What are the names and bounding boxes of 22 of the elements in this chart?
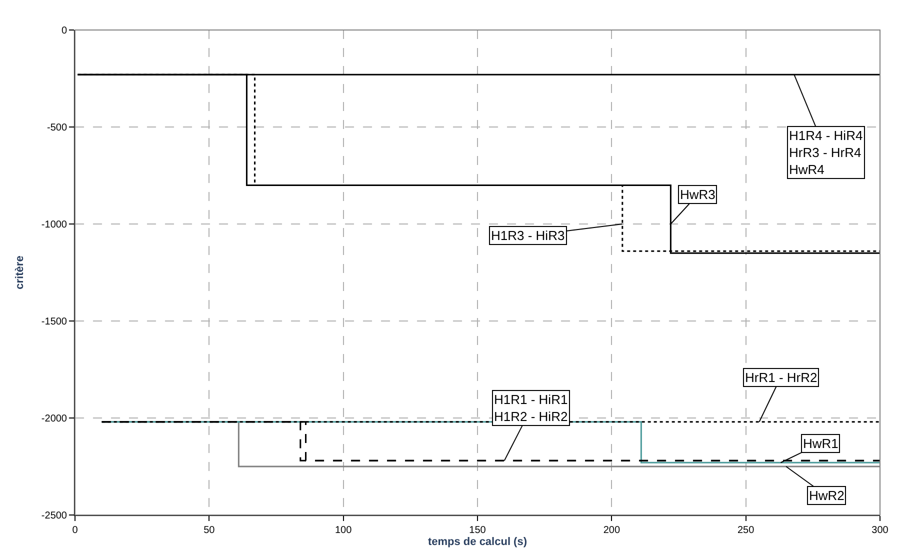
- x-tick-label: 0: [72, 525, 78, 536]
- y-tick-label: -500: [46, 122, 68, 134]
- annotation: HwR1: [803, 436, 838, 451]
- x-tick-label: 250: [737, 525, 755, 536]
- y-axis-title: critère: [14, 256, 26, 290]
- annotation: HwR3: [680, 187, 716, 202]
- annotation: H1R3 - HiR3: [491, 228, 565, 243]
- x-tick-label: 150: [469, 525, 486, 536]
- y-tick-label: -2000: [41, 414, 68, 424]
- y-tick-label: 0: [61, 26, 68, 36]
- x-tick-label: 300: [872, 525, 889, 536]
- x-tick-label: 100: [334, 525, 352, 536]
- annotation: H1R4 - HiR4 HrR3 - HrR4 HwR4: [789, 128, 863, 177]
- y-tick-label: -1000: [41, 220, 68, 230]
- x-tick-label: 50: [204, 525, 216, 536]
- y-tick-label: -1500: [41, 316, 68, 328]
- y-tick-label: -2500: [41, 510, 68, 522]
- annotation: HrR1 - HrR2: [745, 370, 818, 385]
- annotation: HwR2: [809, 488, 844, 503]
- x-tick-label: 200: [603, 525, 620, 536]
- x-axis-title: temps de calcul (s): [428, 536, 528, 548]
- annotation: H1R1 - HiR1 H1R2 - HiR2: [494, 392, 568, 424]
